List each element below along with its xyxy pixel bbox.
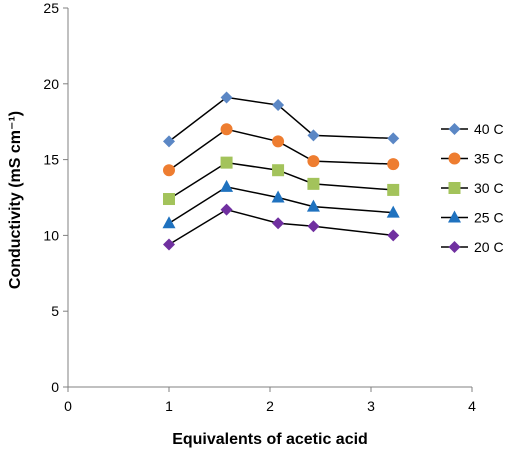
- legend-marker: [448, 210, 461, 223]
- legend-marker: [448, 241, 461, 253]
- x-tick-label: 1: [165, 398, 173, 414]
- data-point: [387, 158, 400, 171]
- legend-entry: 30 C: [441, 180, 504, 196]
- legend-label: 35 C: [474, 151, 504, 167]
- series-30-c: [163, 156, 400, 206]
- data-point: [307, 129, 320, 142]
- legend-entry: 20 C: [441, 239, 504, 255]
- data-point: [307, 155, 320, 168]
- legend-label: 20 C: [474, 239, 504, 255]
- data-point: [272, 217, 285, 230]
- data-point: [220, 91, 233, 104]
- y-tick-label: 10: [43, 227, 59, 243]
- y-tick-label: 25: [43, 0, 59, 16]
- data-point: [272, 99, 285, 112]
- x-tick-label: 2: [266, 398, 274, 414]
- series-40-c: [163, 91, 400, 148]
- data-point: [386, 205, 400, 218]
- series-25-c: [162, 179, 400, 229]
- legend-label: 25 C: [474, 210, 504, 226]
- data-point: [162, 216, 176, 229]
- data-point: [220, 156, 233, 169]
- legend: 40 C 35 C 30 C 25 C 20 C: [441, 121, 504, 255]
- series-line: [168, 186, 394, 224]
- data-point: [387, 132, 400, 145]
- x-tick-label: 3: [367, 398, 375, 414]
- axes: 0 5 10 15 20 25 0 1 2 3 4: [43, 0, 476, 414]
- y-tick-label: 0: [51, 379, 59, 395]
- y-tick-label: 5: [51, 303, 59, 319]
- data-point: [387, 183, 400, 196]
- data-point: [220, 179, 234, 192]
- data-point: [387, 229, 400, 242]
- data-point: [220, 123, 233, 136]
- legend-label: 30 C: [474, 180, 504, 196]
- data-point: [220, 203, 233, 216]
- data-point: [307, 220, 320, 233]
- legend-entry: 25 C: [441, 210, 504, 226]
- series-line: [168, 128, 394, 171]
- legend-marker: [448, 152, 461, 165]
- data-point: [272, 135, 285, 148]
- legend-marker: [448, 123, 461, 135]
- series-line: [168, 208, 394, 246]
- data-point: [272, 164, 285, 177]
- data-point: [163, 193, 175, 206]
- legend-entry: 40 C: [441, 121, 504, 137]
- data-point: [307, 177, 320, 190]
- data-point: [271, 190, 285, 203]
- legend-entry: 35 C: [441, 151, 504, 167]
- y-axis-title: Conductivity (mS cm⁻¹): [7, 111, 24, 289]
- series-20-c: [163, 203, 400, 251]
- data-point: [163, 164, 175, 177]
- x-axis-title: Equivalents of acetic acid: [172, 431, 368, 448]
- series-layer: [162, 91, 400, 251]
- y-tick-label: 20: [43, 76, 59, 92]
- x-tick-label: 0: [64, 398, 72, 414]
- x-tick-label: 4: [468, 398, 476, 414]
- data-point: [163, 238, 175, 251]
- legend-marker: [448, 182, 461, 194]
- legend-label: 40 C: [474, 121, 504, 137]
- series-35-c: [163, 123, 400, 177]
- y-tick-label: 15: [43, 152, 59, 168]
- data-point: [163, 135, 175, 148]
- data-point: [306, 199, 320, 212]
